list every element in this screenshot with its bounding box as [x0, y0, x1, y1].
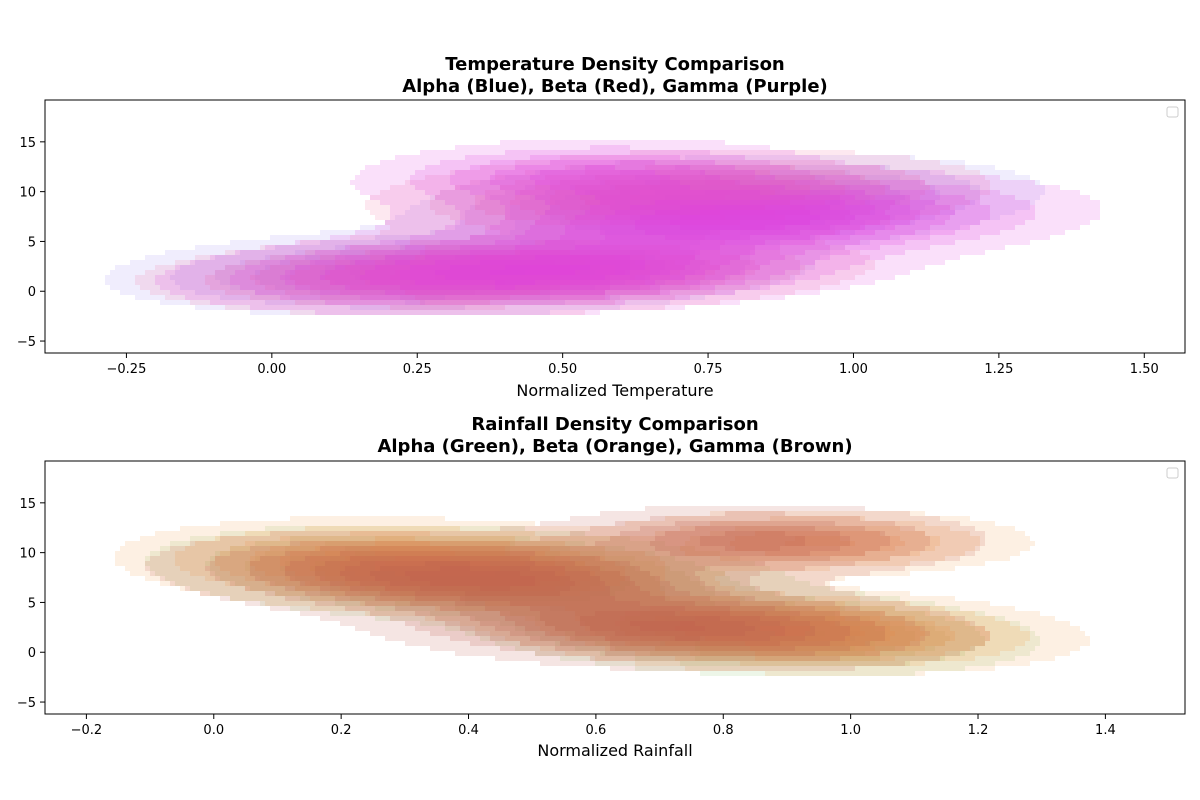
density-level-7	[350, 190, 805, 285]
density-level-3	[215, 526, 990, 661]
density-level-3	[250, 165, 885, 305]
series-beta-density	[115, 511, 1090, 676]
density-level-3	[250, 521, 890, 656]
density-level-2	[175, 516, 1030, 666]
x-tick-label: 0.50	[548, 362, 577, 377]
density-level-3	[215, 170, 940, 305]
x-tick-label: −0.25	[107, 362, 147, 377]
density-level-1	[145, 526, 1040, 676]
density-level-8	[405, 566, 780, 636]
axes-frame	[44, 99, 1186, 354]
y-tick-label: −5	[17, 696, 36, 711]
chart-title: Temperature Density Comparison	[445, 54, 785, 75]
density-level-2	[205, 511, 930, 661]
series-alpha-density	[145, 526, 1040, 676]
density-level-1	[115, 511, 1090, 676]
density-level-2	[205, 536, 985, 666]
x-tick-label: 0.2	[331, 723, 352, 738]
density-level-8	[405, 566, 705, 631]
density-level-5	[360, 165, 920, 290]
legend-box	[1166, 467, 1179, 479]
y-tick-label: 10	[19, 186, 36, 201]
y-tick-label: 5	[28, 235, 36, 250]
density-level-4	[320, 160, 955, 295]
x-tick-label: 0.75	[694, 362, 723, 377]
density-level-2	[230, 145, 1035, 305]
x-axis-label: Normalized Rainfall	[537, 741, 692, 760]
x-tick-label: −0.2	[71, 723, 103, 738]
density-level-7	[370, 561, 825, 646]
density-level-7	[340, 551, 865, 641]
legend-box	[1166, 106, 1179, 118]
y-tick-label: −5	[17, 335, 36, 350]
density-level-6	[360, 180, 775, 290]
series-gamma-density	[155, 140, 1100, 315]
density-contours	[105, 140, 1100, 315]
y-tick-label: 5	[28, 596, 36, 611]
rainfall-density-panel: Rainfall Density Comparison Alpha (Green…	[17, 414, 1186, 760]
series-beta-density	[135, 150, 990, 315]
density-level-1	[145, 506, 990, 671]
axes: −0.25 0.00 0.25 0.50 0.75 1.00 1.25 1.50 −5 0 5 10 1…	[17, 99, 1186, 377]
density-level-1	[135, 150, 990, 315]
y-tick-label: 15	[19, 136, 36, 151]
x-tick-label: 0.4	[458, 723, 479, 738]
density-level-7	[370, 561, 755, 641]
density-level-2	[170, 165, 980, 310]
density-level-2	[205, 160, 930, 310]
temperature-density-panel: Temperature Density Comparison Alpha (Bl…	[17, 54, 1186, 400]
y-tick-label: 0	[28, 646, 36, 661]
density-level-4	[285, 526, 850, 651]
x-tick-label: 0.6	[586, 723, 607, 738]
x-tick-label: 1.50	[1130, 362, 1159, 377]
density-level-4	[255, 175, 905, 300]
density-level-1	[105, 155, 1045, 315]
density-level-8	[435, 265, 580, 280]
x-tick-label: 1.4	[1095, 723, 1116, 738]
density-level-5	[285, 180, 870, 295]
density-level-8	[490, 210, 820, 275]
density-level-1	[155, 140, 1100, 315]
x-tick-label: 1.25	[984, 362, 1013, 377]
density-level-5	[325, 175, 810, 295]
density-level-4	[290, 170, 845, 300]
x-tick-label: 0.25	[403, 362, 432, 377]
x-tick-label: 0.0	[203, 723, 224, 738]
y-tick-label: 10	[19, 547, 36, 562]
series-gamma-density	[145, 506, 990, 671]
density-contours	[115, 506, 1090, 676]
x-axis-label: Normalized Temperature	[516, 381, 713, 400]
x-tick-label: 1.2	[968, 723, 989, 738]
density-level-6	[320, 185, 840, 290]
chart-subtitle: Alpha (Blue), Beta (Red), Gamma (Purple)	[402, 76, 828, 97]
chart-title: Rainfall Density Comparison	[471, 414, 758, 435]
density-level-6	[340, 561, 785, 641]
density-level-4	[280, 546, 915, 656]
density-level-6	[310, 546, 895, 646]
x-tick-label: 1.0	[840, 723, 861, 738]
x-tick-label: 0.00	[257, 362, 286, 377]
axes-frame	[44, 460, 1186, 715]
density-level-7	[435, 205, 855, 285]
density-level-3	[245, 541, 950, 661]
density-level-7	[390, 190, 730, 285]
density-level-8	[385, 200, 755, 280]
y-tick-label: 0	[28, 285, 36, 300]
density-level-8	[375, 556, 810, 636]
density-level-6	[400, 200, 890, 290]
density-level-4	[250, 531, 955, 656]
chart-subtitle: Alpha (Green), Beta (Orange), Gamma (Bro…	[377, 436, 852, 457]
density-level-5	[310, 551, 885, 651]
series-alpha-density	[105, 155, 1045, 315]
density-level-5	[280, 536, 925, 651]
density-level-5	[315, 531, 815, 646]
x-tick-label: 0.8	[713, 723, 734, 738]
density-level-3	[280, 155, 990, 300]
density-level-6	[340, 556, 860, 646]
y-tick-label: 15	[19, 497, 36, 512]
axes: −0.2 0.0 0.2 0.4 0.6 0.8 1.0 1.2 1.4 −5 0 5 10 15	[17, 460, 1186, 738]
x-tick-label: 1.00	[839, 362, 868, 377]
